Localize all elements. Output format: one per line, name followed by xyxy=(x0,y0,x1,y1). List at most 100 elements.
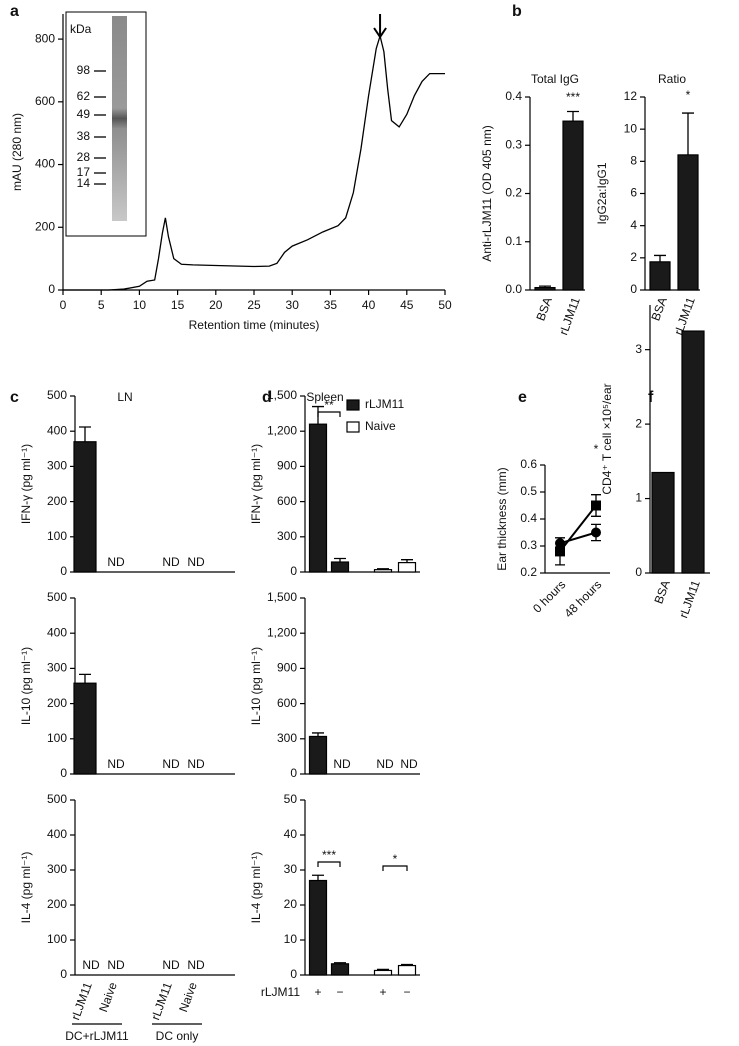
category-row-label: rLJM11 xyxy=(261,985,300,999)
y-tick-label: 2 xyxy=(630,250,637,264)
value-label: ND xyxy=(162,555,180,569)
legend-swatch xyxy=(346,399,360,411)
marker-label: 17 xyxy=(77,165,91,179)
bar xyxy=(73,441,97,573)
error-bar xyxy=(377,968,389,971)
bar xyxy=(373,969,393,976)
value-label: ND xyxy=(376,757,394,771)
panel-letter: e xyxy=(518,389,527,406)
significance-bracket xyxy=(317,861,341,867)
bar xyxy=(397,562,417,573)
inset-unit: kDa xyxy=(70,22,92,36)
y-tick-label: 4 xyxy=(630,218,637,232)
error-bar xyxy=(334,557,346,563)
y-tick-label: 50 xyxy=(284,792,298,806)
y-tick-label: 300 xyxy=(47,862,67,876)
bar xyxy=(677,154,699,291)
value-label: ND xyxy=(107,757,125,771)
panel-letter: c xyxy=(10,389,19,406)
y-tick-label: 300 xyxy=(47,459,67,473)
chart-title: Total IgG xyxy=(531,72,579,86)
x-tick-label: BSA xyxy=(533,295,554,322)
x-tick-label: 15 xyxy=(171,298,185,312)
error-bar xyxy=(539,285,551,288)
panel-letter: a xyxy=(10,3,19,20)
marker-label: 28 xyxy=(77,150,91,164)
bar xyxy=(330,561,350,573)
y-tick-label: 0.6 xyxy=(520,457,537,471)
y-tick-label: 0 xyxy=(635,565,642,579)
x-tick-label: 35 xyxy=(324,298,338,312)
y-tick-label: 500 xyxy=(47,792,67,806)
y-tick-label: 200 xyxy=(47,696,67,710)
y-tick-label: 0.5 xyxy=(520,484,537,498)
y-tick-label: 1,500 xyxy=(267,388,297,402)
marker-label: 98 xyxy=(77,63,91,77)
x-tick-label: 0 xyxy=(60,298,67,312)
y-tick-label: 1,200 xyxy=(267,423,297,437)
error-bar xyxy=(682,112,694,155)
panel-subtitle: LN xyxy=(117,390,132,404)
panel-letter: b xyxy=(512,3,522,20)
gel-lane xyxy=(112,16,127,221)
y-tick-label: 800 xyxy=(35,31,55,45)
x-tick-label: 40 xyxy=(362,298,376,312)
y-tick-label: 8 xyxy=(630,154,637,168)
bar xyxy=(308,879,328,976)
bar xyxy=(73,682,97,775)
y-tick-label: 0.2 xyxy=(505,186,522,200)
y-axis-label: IL-10 (pg ml⁻¹) xyxy=(19,647,33,725)
marker xyxy=(591,527,601,538)
bar xyxy=(562,120,584,291)
error-bar xyxy=(334,962,346,964)
bar xyxy=(534,286,556,291)
y-axis-label: mAU (280 nm) xyxy=(10,113,24,191)
x-tick-label: 30 xyxy=(286,298,300,312)
bar xyxy=(330,963,350,976)
error-bar xyxy=(377,568,389,570)
significance-bracket xyxy=(382,865,408,871)
x-tick-label: 5 xyxy=(98,298,105,312)
y-tick-label: 400 xyxy=(47,625,67,639)
error-bar xyxy=(79,673,91,684)
y-tick-label: 0 xyxy=(630,282,637,296)
inset-frame xyxy=(65,11,147,237)
y-tick-label: 0 xyxy=(60,766,67,780)
error-bar xyxy=(654,254,666,262)
x-tick-label: 50 xyxy=(438,298,452,312)
bar xyxy=(308,735,328,775)
x-tick-label: 25 xyxy=(247,298,261,312)
y-tick-label: 30 xyxy=(284,862,298,876)
marker-label: 62 xyxy=(77,89,91,103)
significance-label: * xyxy=(686,88,691,102)
bar xyxy=(308,423,328,573)
y-tick-label: 2 xyxy=(635,416,642,430)
panel-subtitle: Spleen xyxy=(306,390,343,404)
bar xyxy=(373,569,393,573)
y-tick-label: 6 xyxy=(630,186,637,200)
significance-label: * xyxy=(594,442,599,456)
error-bar xyxy=(79,426,91,442)
panel-letter: d xyxy=(262,389,272,406)
bar xyxy=(681,330,705,574)
y-tick-label: 12 xyxy=(624,89,638,103)
legend-swatch xyxy=(346,421,360,433)
error-bar xyxy=(312,732,324,737)
marker xyxy=(591,500,601,511)
y-tick-label: 600 xyxy=(277,696,297,710)
marker xyxy=(555,538,565,549)
y-tick-label: 500 xyxy=(47,590,67,604)
y-tick-label: 200 xyxy=(35,219,55,233)
y-tick-label: 600 xyxy=(277,494,297,508)
x-tick-label: 10 xyxy=(133,298,147,312)
x-tick-label: Naive xyxy=(176,980,200,1014)
series-line xyxy=(559,531,597,545)
value-label: ND xyxy=(187,958,205,972)
y-tick-label: 0 xyxy=(290,564,297,578)
x-tick-label: + xyxy=(379,985,386,999)
error-bar xyxy=(401,559,413,563)
y-tick-label: 200 xyxy=(47,897,67,911)
y-tick-label: 1,200 xyxy=(267,625,297,639)
group-label: DC only xyxy=(156,1029,199,1043)
